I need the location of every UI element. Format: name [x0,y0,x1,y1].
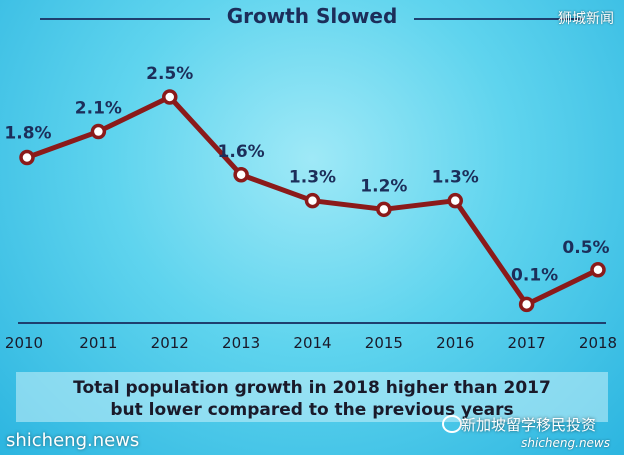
data-label: 0.5% [562,238,609,258]
x-tick-label: 2011 [79,334,117,352]
data-point [518,296,535,313]
x-tick-label: 2015 [365,334,403,352]
data-label: 2.1% [75,99,122,119]
x-tick-label: 2018 [579,334,617,352]
data-label: 1.3% [432,168,479,188]
data-label: 1.3% [289,168,336,188]
data-point [590,262,606,278]
caption-line-2: but lower compared to the previous years [110,400,514,420]
chart-title: Growth Slowed [226,4,398,28]
data-label: 1.6% [218,142,265,162]
x-tick-label: 2012 [151,334,189,352]
data-point [19,149,35,166]
data-label: 0.1% [511,265,558,285]
line-chart: 1.8% 2010 2.1% 2011 2.5% 2012 1.6% 2013 1.3% 2014… [4,64,617,352]
data-label: 2.5% [146,64,193,84]
data-point [447,192,463,209]
x-tick-label: 2017 [508,334,546,352]
wechat-icon [442,415,462,433]
bottom-left-watermark: shicheng.news [6,430,140,451]
bottom-right-watermark-en: shicheng.news [521,436,610,450]
data-point [304,192,321,209]
title-rule-left [40,18,210,20]
x-tick-label: 2016 [436,334,474,352]
x-tick-label: 2013 [222,334,260,352]
data-point [162,89,178,105]
x-tick-label: 2010 [5,334,43,352]
top-right-watermark: 狮城新闻 [558,11,614,27]
bottom-right-watermark-cn: 新加坡留学移民投资 [460,416,596,434]
title-rule-right [414,18,584,20]
data-point [233,167,249,183]
data-label: 1.2% [360,176,407,196]
x-tick-label: 2014 [293,334,331,352]
data-point [90,123,107,140]
data-point [376,201,392,218]
caption-line-1: Total population growth in 2018 higher t… [73,378,551,398]
caption-band [16,372,608,422]
data-label: 1.8% [4,123,51,143]
